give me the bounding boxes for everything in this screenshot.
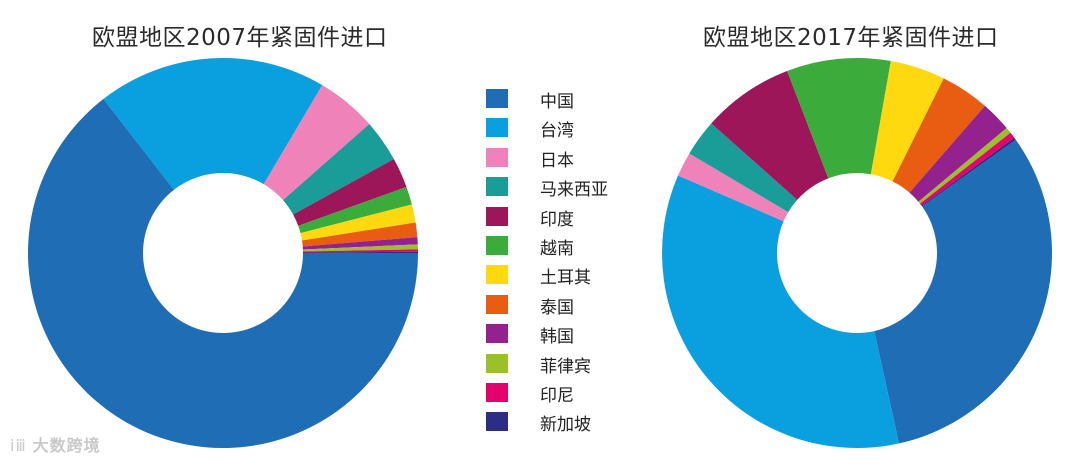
legend-swatch [486,177,508,197]
legend-label: 泰国 [540,297,574,318]
watermark-text: 大数跨境 [32,436,101,455]
donut-slice-2007-1 [103,58,323,190]
donut-slice-2017-0 [874,139,1052,444]
legend-swatch [486,382,508,402]
donut-slice-2017-2 [678,153,789,222]
legend-swatch [486,412,508,432]
donut-slice-2017-11 [921,137,1016,207]
donut-slice-2007-8 [302,237,418,250]
legend-label: 土耳其 [540,268,591,289]
legend-swatch [486,89,508,108]
legend-swatch [486,118,508,138]
donut-slice-2007-5 [298,186,412,234]
donut-slice-2017-6 [870,60,944,182]
watermark-logo: ⅰⅲ [10,436,27,455]
donut-slice-2007-2 [263,85,370,201]
legend-label: 日本 [540,150,574,171]
legend-label: 印尼 [540,385,574,406]
donut-slice-2017-1 [661,175,899,449]
donut-slice-2017-10 [919,132,1015,206]
donut-slice-2017-5 [787,58,891,179]
donut-slice-2017-4 [711,70,829,200]
donut-slice-2017-3 [689,123,798,213]
watermark: ⅰⅲ 大数跨境 [10,432,101,456]
legend-swatch [486,294,508,314]
legend-swatch [486,324,508,344]
legend-swatch [486,235,508,255]
donut-slice-2017-7 [892,78,985,193]
chart-title-2017: 欧盟地区2017年紧固件进口 [703,25,999,51]
legend-label: 马来西亚 [540,180,608,201]
legend-swatch [486,353,508,373]
legend-label: 越南 [540,238,574,259]
donut-slice-2007-7 [302,222,418,247]
legend-label: 台湾 [540,121,574,142]
donut-slice-2017-9 [918,127,1011,204]
legend-label: 印度 [540,209,574,230]
donut-slice-2017-8 [909,105,1007,202]
donut-slice-2007-11 [302,251,418,253]
donut-slice-2007-3 [283,124,394,215]
legend-swatch [486,206,508,226]
donut-slice-2007-4 [293,159,407,226]
legend-label: 韩国 [540,327,574,348]
legend-swatch [486,147,508,167]
donut-slice-2007-10 [302,249,418,253]
legend-label: 中国 [540,92,574,112]
chart-title-2007: 欧盟地区2007年紧固件进口 [92,25,388,51]
donut-slice-2007-0 [27,98,418,449]
legend-label: 新加坡 [540,415,591,436]
legend-swatch [486,265,508,285]
donut-slice-2007-9 [302,244,418,252]
legend-label: 菲律宾 [540,356,591,377]
donut-slice-2007-6 [300,204,416,241]
